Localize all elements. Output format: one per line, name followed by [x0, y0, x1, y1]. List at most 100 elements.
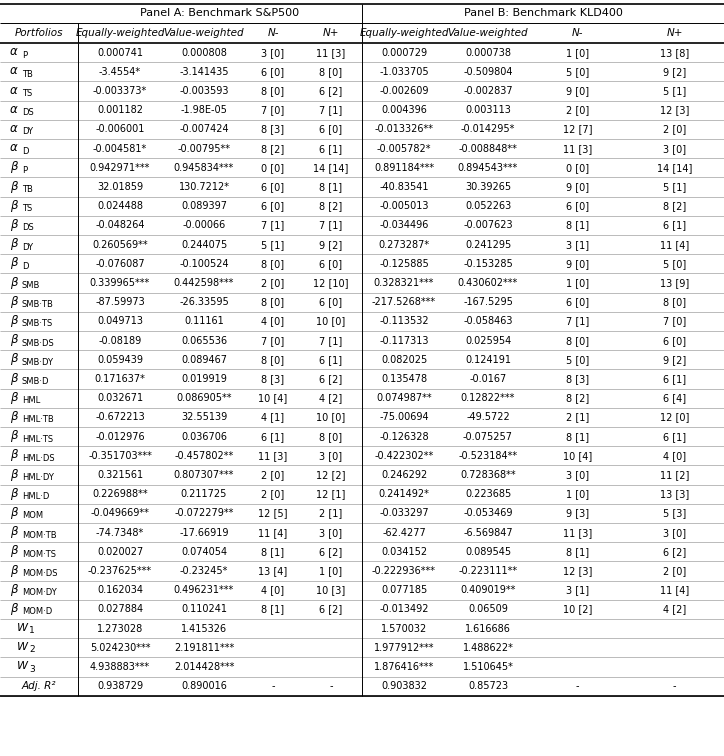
- Text: 4 [1]: 4 [1]: [261, 413, 285, 423]
- Text: HML·TB: HML·TB: [22, 415, 54, 424]
- Text: 0.020027: 0.020027: [97, 547, 143, 557]
- Text: 11 [3]: 11 [3]: [316, 48, 345, 57]
- Text: 0.171637*: 0.171637*: [95, 374, 146, 384]
- Text: 130.7212*: 130.7212*: [179, 182, 230, 192]
- Text: -: -: [272, 681, 274, 691]
- Text: 8 [0]: 8 [0]: [319, 432, 342, 442]
- Text: 12 [10]: 12 [10]: [313, 278, 349, 288]
- Text: -0.013326**: -0.013326**: [374, 125, 434, 135]
- Text: N-: N-: [267, 28, 279, 38]
- Text: β: β: [10, 467, 18, 481]
- Text: HML·TS: HML·TS: [22, 435, 53, 444]
- Text: 12 [1]: 12 [1]: [316, 489, 345, 499]
- Text: 0.211725: 0.211725: [181, 489, 227, 499]
- Text: 0.032671: 0.032671: [97, 393, 143, 403]
- Text: β: β: [10, 199, 18, 212]
- Text: DY: DY: [22, 243, 33, 252]
- Text: 0.086905**: 0.086905**: [176, 393, 232, 403]
- Text: DS: DS: [22, 108, 34, 117]
- Text: 8 [0]: 8 [0]: [261, 297, 285, 307]
- Text: 5.024230***: 5.024230***: [90, 643, 151, 652]
- Text: -3.141435: -3.141435: [180, 67, 229, 77]
- Text: DS: DS: [22, 224, 34, 232]
- Text: 1 [0]: 1 [0]: [566, 489, 589, 499]
- Text: 13 [9]: 13 [9]: [660, 278, 689, 288]
- Text: 11 [3]: 11 [3]: [563, 528, 592, 538]
- Text: -0.033297: -0.033297: [379, 508, 429, 519]
- Text: 0.000729: 0.000729: [381, 48, 427, 57]
- Text: 6 [1]: 6 [1]: [663, 432, 686, 442]
- Text: β: β: [10, 525, 18, 538]
- Text: 8 [0]: 8 [0]: [261, 86, 285, 96]
- Text: D: D: [22, 147, 28, 156]
- Text: 0.244075: 0.244075: [181, 240, 227, 249]
- Text: 1.570032: 1.570032: [381, 624, 427, 634]
- Text: 3 [0]: 3 [0]: [319, 528, 342, 538]
- Text: HML: HML: [22, 396, 41, 405]
- Text: α: α: [10, 103, 18, 116]
- Text: 0.000741: 0.000741: [97, 48, 143, 57]
- Text: 6 [1]: 6 [1]: [319, 355, 342, 365]
- Text: 8 [0]: 8 [0]: [319, 67, 342, 77]
- Text: SMB: SMB: [22, 281, 41, 290]
- Text: β: β: [10, 275, 18, 289]
- Text: 0.089467: 0.089467: [181, 355, 227, 365]
- Text: β: β: [10, 179, 18, 193]
- Text: 5 [0]: 5 [0]: [566, 67, 589, 77]
- Text: 1.876416***: 1.876416***: [374, 662, 434, 672]
- Text: 8 [2]: 8 [2]: [319, 201, 342, 211]
- Text: 1 [0]: 1 [0]: [319, 566, 342, 576]
- Text: DY: DY: [22, 128, 33, 136]
- Text: 1.488622*: 1.488622*: [463, 643, 513, 652]
- Text: 2.014428***: 2.014428***: [174, 662, 234, 672]
- Text: 7 [1]: 7 [1]: [319, 336, 342, 345]
- Text: -1.98E-05: -1.98E-05: [180, 105, 227, 115]
- Text: 12 [0]: 12 [0]: [660, 413, 689, 423]
- Text: 0.024488: 0.024488: [97, 201, 143, 211]
- Text: -62.4277: -62.4277: [382, 528, 426, 538]
- Text: -0.048264: -0.048264: [96, 221, 145, 231]
- Text: -0.004581*: -0.004581*: [93, 144, 147, 153]
- Text: 10 [0]: 10 [0]: [316, 317, 345, 327]
- Text: 3 [0]: 3 [0]: [663, 528, 686, 538]
- Text: 11 [3]: 11 [3]: [258, 451, 287, 461]
- Text: -167.5295: -167.5295: [463, 297, 513, 307]
- Text: -0.223111**: -0.223111**: [458, 566, 518, 576]
- Text: 0.226988**: 0.226988**: [92, 489, 148, 499]
- Text: -0.237625***: -0.237625***: [88, 566, 152, 576]
- Text: 6 [0]: 6 [0]: [566, 297, 589, 307]
- Text: -0.351703***: -0.351703***: [88, 451, 152, 461]
- Text: 12 [3]: 12 [3]: [660, 105, 689, 115]
- Text: -0.222936***: -0.222936***: [372, 566, 436, 576]
- Text: 11 [4]: 11 [4]: [258, 528, 287, 538]
- Text: 6 [0]: 6 [0]: [319, 259, 342, 269]
- Text: 0.027884: 0.027884: [97, 604, 143, 615]
- Text: -0.003593: -0.003593: [180, 86, 229, 96]
- Text: 1.273028: 1.273028: [97, 624, 143, 634]
- Text: 5 [1]: 5 [1]: [663, 182, 686, 192]
- Text: -40.83541: -40.83541: [379, 182, 429, 192]
- Text: -0.100524: -0.100524: [179, 259, 229, 269]
- Text: 4 [0]: 4 [0]: [663, 451, 686, 461]
- Text: 4 [0]: 4 [0]: [261, 585, 285, 595]
- Text: -0.00066: -0.00066: [182, 221, 226, 231]
- Text: 30.39265: 30.39265: [465, 182, 511, 192]
- Text: 9 [0]: 9 [0]: [566, 259, 589, 269]
- Text: β: β: [10, 333, 18, 346]
- Text: 0.074054: 0.074054: [181, 547, 227, 557]
- Text: 1: 1: [29, 626, 35, 635]
- Text: 0.162034: 0.162034: [97, 585, 143, 595]
- Text: -0.523184**: -0.523184**: [458, 451, 518, 461]
- Text: 6 [2]: 6 [2]: [319, 604, 342, 615]
- Text: β: β: [10, 371, 18, 385]
- Text: 5 [1]: 5 [1]: [663, 86, 686, 96]
- Text: -0.075257: -0.075257: [463, 432, 513, 442]
- Text: 2 [0]: 2 [0]: [566, 105, 589, 115]
- Text: -0.034496: -0.034496: [379, 221, 429, 231]
- Text: 3 [1]: 3 [1]: [566, 240, 589, 249]
- Text: -6.569847: -6.569847: [463, 528, 513, 538]
- Text: β: β: [10, 506, 18, 519]
- Text: 0.135478: 0.135478: [381, 374, 427, 384]
- Text: 0.000738: 0.000738: [465, 48, 511, 57]
- Text: TB: TB: [22, 185, 33, 194]
